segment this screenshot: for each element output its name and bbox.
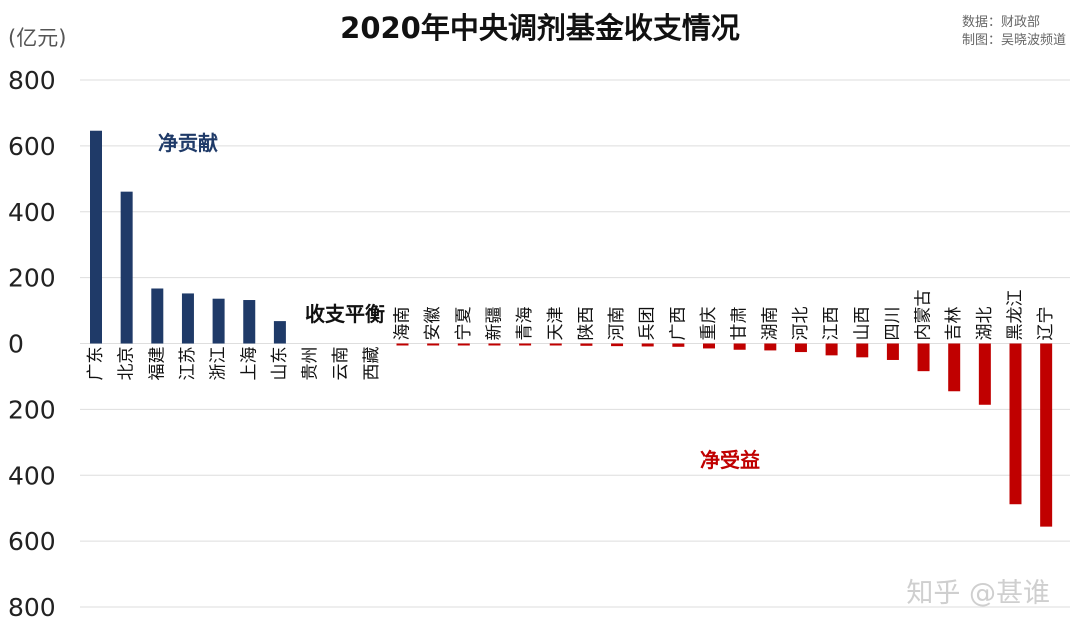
y-axis: 800 600 400 200 0 200 400 600 800 — [8, 66, 56, 622]
y-tick-label: 800 — [8, 66, 56, 95]
y-tick-label: 600 — [8, 132, 56, 161]
bar-重庆 — [703, 343, 715, 349]
bar-北京 — [120, 191, 133, 344]
category-label: 江苏 — [178, 347, 198, 381]
bar-江西 — [825, 343, 838, 356]
category-label: 云南 — [331, 347, 351, 381]
category-label: 西藏 — [362, 347, 382, 381]
y-tick-label: 800 — [8, 593, 56, 622]
category-label: 新疆 — [484, 307, 504, 341]
watermark: 知乎 @甚谁 — [906, 578, 1050, 609]
category-label: 山西 — [852, 307, 872, 341]
category-label: 河北 — [791, 307, 811, 341]
bar-广东 — [90, 130, 102, 344]
bar-山西 — [856, 343, 869, 358]
category-label: 浙江 — [209, 347, 229, 381]
bars — [90, 130, 1053, 527]
bar-吉林 — [948, 343, 961, 392]
bar-浙江 — [212, 298, 225, 344]
category-label: 北京 — [117, 347, 137, 381]
unit-label: (亿元) — [8, 26, 66, 50]
bar-辽宁 — [1040, 343, 1053, 527]
bar-宁夏 — [457, 343, 470, 346]
category-label: 河南 — [607, 307, 627, 341]
bar-陕西 — [580, 343, 593, 346]
category-label: 陕西 — [576, 307, 596, 341]
category-label: 吉林 — [944, 307, 964, 341]
bar-新疆 — [488, 343, 501, 346]
annotation-net-benefit: 净受益 — [700, 448, 760, 472]
bar-安徽 — [427, 343, 440, 346]
annotation-balanced: 收支平衡 — [305, 302, 385, 326]
category-label: 宁夏 — [454, 307, 474, 341]
annotation-net-contribution: 净贡献 — [158, 131, 218, 155]
bar-湖北 — [978, 343, 991, 405]
category-label: 上海 — [239, 347, 259, 381]
category-label: 甘肃 — [730, 307, 750, 341]
category-label: 黑龙江 — [1006, 290, 1026, 341]
category-label: 湖南 — [760, 307, 780, 341]
category-label: 湖北 — [975, 307, 995, 341]
y-tick-label: 600 — [8, 527, 56, 556]
category-label: 山东 — [270, 347, 290, 381]
bar-河南 — [611, 343, 624, 347]
category-label: 天津 — [546, 307, 566, 341]
bar-福建 — [151, 288, 164, 344]
y-tick-label: 200 — [8, 264, 56, 293]
y-tick-label: 400 — [8, 461, 56, 490]
category-label: 广西 — [668, 307, 688, 341]
bar-黑龙江 — [1009, 343, 1022, 505]
bar-内蒙古 — [917, 343, 930, 372]
chart-title: 2020年中央调剂基金收支情况 — [340, 11, 740, 45]
source-line-2: 制图：吴晓波频道 — [962, 33, 1066, 48]
bar-湖南 — [764, 343, 777, 351]
bar-四川 — [886, 343, 899, 360]
bar-海南 — [396, 343, 409, 346]
category-label: 重庆 — [699, 307, 719, 341]
y-tick-label: 200 — [8, 395, 56, 424]
bar-山东 — [273, 321, 286, 344]
category-label: 兵团 — [638, 307, 658, 341]
bar-广西 — [672, 343, 685, 347]
bar-河北 — [794, 343, 807, 353]
category-label: 内蒙古 — [914, 290, 934, 341]
y-tick-label: 0 — [8, 330, 24, 359]
bar-天津 — [549, 343, 562, 346]
bar-江苏 — [181, 293, 194, 344]
category-label: 海南 — [393, 307, 413, 341]
category-label: 贵州 — [301, 347, 321, 381]
category-label: 江西 — [822, 307, 842, 341]
bar-甘肃 — [733, 343, 746, 350]
bar-上海 — [243, 300, 256, 344]
bar-青海 — [519, 343, 532, 346]
source-line-1: 数据：财政部 — [962, 15, 1040, 30]
bar-兵团 — [641, 343, 654, 347]
category-label: 辽宁 — [1036, 307, 1056, 341]
category-label: 福建 — [147, 347, 167, 381]
category-label: 安徽 — [423, 307, 443, 341]
y-tick-label: 400 — [8, 198, 56, 227]
category-label: 广东 — [86, 347, 106, 381]
category-label: 四川 — [883, 307, 903, 341]
category-label: 青海 — [515, 307, 535, 341]
